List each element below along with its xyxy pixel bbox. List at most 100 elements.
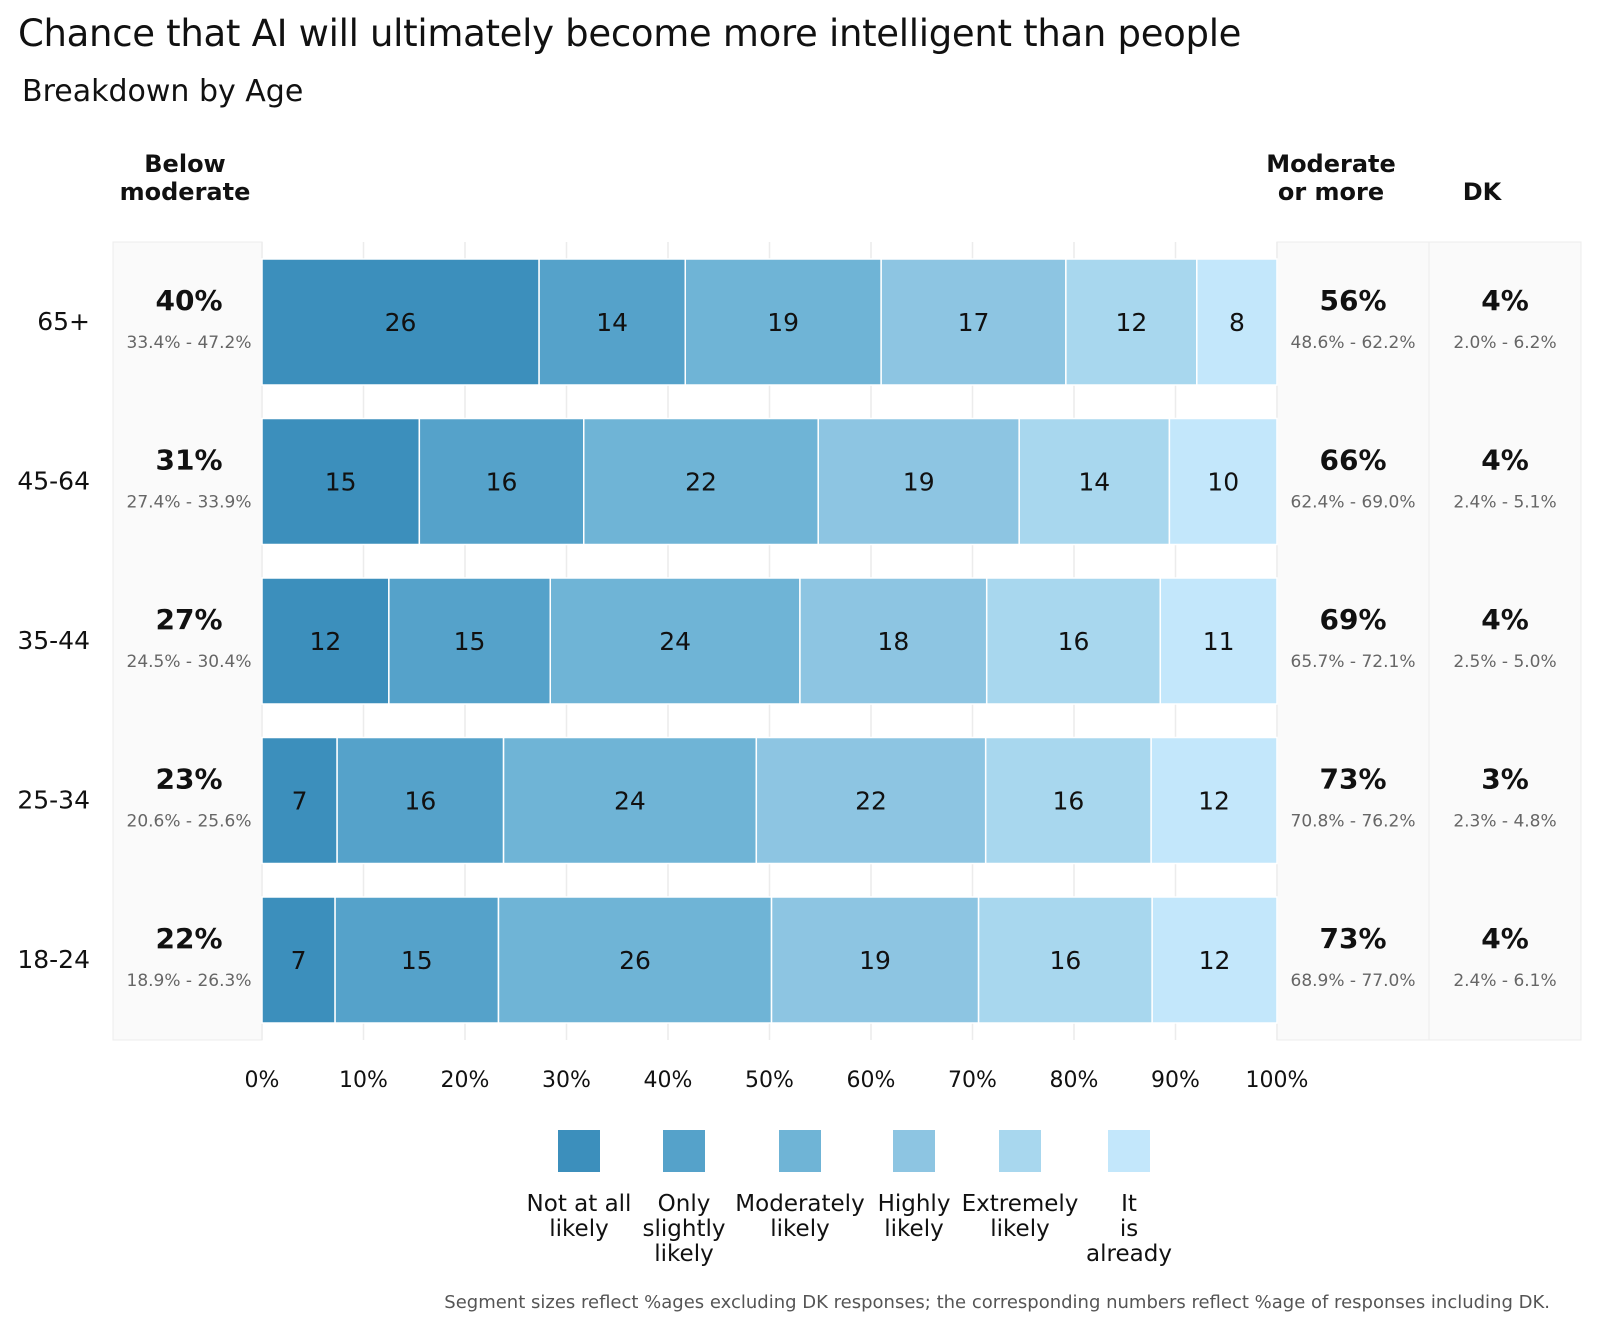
moderate-or-more-ci: 70.8% - 76.2% bbox=[1291, 812, 1416, 832]
below-moderate-value: 27% bbox=[155, 603, 222, 636]
dk-value: 4% bbox=[1481, 922, 1529, 955]
legend-swatch bbox=[999, 1130, 1041, 1172]
row-label: 35-44 bbox=[17, 626, 90, 655]
dk-ci: 2.3% - 4.8% bbox=[1453, 812, 1556, 832]
bar-segment bbox=[1150, 736, 1278, 865]
x-tick-label: 60% bbox=[847, 1068, 896, 1093]
moderate-or-more-value: 73% bbox=[1319, 922, 1386, 955]
segment-label: 10 bbox=[1207, 468, 1239, 497]
moderate-or-more-value: 69% bbox=[1319, 603, 1386, 636]
bar-segment bbox=[502, 736, 758, 865]
header-below-moderate: Below moderate bbox=[119, 150, 251, 206]
segment-label: 16 bbox=[486, 468, 518, 497]
dk-ci: 2.0% - 6.2% bbox=[1453, 333, 1556, 353]
panel-dk bbox=[1428, 241, 1582, 1041]
moderate-or-more-ci: 65.7% - 72.1% bbox=[1291, 652, 1416, 672]
stacked-bar-chart: 0% 10% 20% 30% 40% 50% 60% 70% 80% 90% 100% 65+ 26 14… bbox=[17, 241, 1582, 1093]
bar-segment bbox=[684, 258, 882, 386]
segment-label: 22 bbox=[855, 787, 887, 816]
bar-segment bbox=[817, 417, 1020, 546]
bar-segment bbox=[418, 417, 585, 546]
below-moderate-value: 22% bbox=[155, 922, 222, 955]
legend-item: Not at all likely bbox=[514, 1130, 644, 1242]
bar-segment bbox=[880, 258, 1067, 386]
bar-segment bbox=[1065, 258, 1198, 386]
segment-label: 16 bbox=[404, 787, 436, 816]
bar-segment bbox=[334, 896, 500, 1024]
segment-label: 16 bbox=[1049, 946, 1081, 975]
segment-label: 19 bbox=[767, 308, 799, 337]
legend-swatch bbox=[779, 1130, 821, 1172]
moderate-or-more-value: 56% bbox=[1319, 284, 1386, 317]
moderate-or-more-ci: 68.9% - 77.0% bbox=[1291, 971, 1416, 991]
segment-label: 12 bbox=[310, 627, 342, 656]
segment-label: 14 bbox=[1078, 468, 1110, 497]
bar-segment bbox=[1168, 417, 1278, 546]
dk-value: 4% bbox=[1481, 284, 1529, 317]
row-label: 45-64 bbox=[17, 467, 90, 496]
legend-item: It is already bbox=[1064, 1130, 1194, 1267]
below-moderate-ci: 27.4% - 33.9% bbox=[127, 493, 252, 513]
dk-ci: 2.5% - 5.0% bbox=[1453, 652, 1556, 672]
bar-segment bbox=[770, 896, 980, 1024]
below-moderate-ci: 24.5% - 30.4% bbox=[127, 652, 252, 672]
below-moderate-ci: 18.9% - 26.3% bbox=[127, 971, 252, 991]
dk-value: 3% bbox=[1481, 763, 1529, 796]
segment-label: 19 bbox=[859, 946, 891, 975]
moderate-or-more-ci: 62.4% - 69.0% bbox=[1291, 493, 1416, 513]
legend-item: Highly likely bbox=[849, 1130, 979, 1242]
moderate-or-more-ci: 48.6% - 62.2% bbox=[1291, 333, 1416, 353]
x-tick-label: 50% bbox=[745, 1068, 794, 1093]
segment-label: 24 bbox=[614, 787, 646, 816]
bar-segment bbox=[799, 577, 988, 705]
segment-label: 11 bbox=[1203, 627, 1235, 656]
legend-label: Only slightly likely bbox=[642, 1191, 726, 1267]
bar-segment bbox=[755, 736, 987, 865]
segment-label: 12 bbox=[1198, 787, 1230, 816]
segment-label: 24 bbox=[659, 627, 691, 656]
segment-label: 19 bbox=[903, 468, 935, 497]
chart-title: Chance that AI will ultimately become mo… bbox=[18, 12, 1242, 55]
legend-item: Extremely likely bbox=[955, 1130, 1085, 1242]
bar-segment bbox=[261, 258, 540, 386]
row-label: 65+ bbox=[37, 307, 90, 336]
legend-item: Moderately likely bbox=[735, 1130, 865, 1242]
segment-label: 16 bbox=[1053, 787, 1085, 816]
segment-label: 7 bbox=[291, 946, 307, 975]
bar-segment bbox=[538, 258, 687, 386]
row-label: 25-34 bbox=[17, 786, 90, 815]
bar-segment bbox=[261, 417, 421, 546]
below-moderate-value: 40% bbox=[155, 284, 222, 317]
bar-segment bbox=[1151, 896, 1278, 1024]
segment-label: 16 bbox=[1058, 627, 1090, 656]
x-tick-label: 40% bbox=[644, 1068, 693, 1093]
dk-value: 4% bbox=[1481, 444, 1529, 477]
dk-ci: 2.4% - 5.1% bbox=[1453, 493, 1556, 513]
x-tick-label: 90% bbox=[1151, 1068, 1200, 1093]
moderate-or-more-value: 66% bbox=[1319, 444, 1386, 477]
legend-label: It is already bbox=[1086, 1191, 1172, 1267]
panel-below-moderate bbox=[112, 241, 263, 1041]
legend: Not at all likely Only slightly likely Modera… bbox=[0, 1130, 1600, 1280]
x-tick-label: 20% bbox=[441, 1068, 490, 1093]
x-tick-label: 0% bbox=[245, 1068, 280, 1093]
x-tick-label: 100% bbox=[1246, 1068, 1309, 1093]
segment-label: 12 bbox=[1199, 946, 1231, 975]
bar-segment bbox=[1196, 258, 1278, 386]
legend-item: Only slightly likely bbox=[619, 1130, 749, 1267]
legend-swatch bbox=[558, 1130, 600, 1172]
legend-label: Extremely likely bbox=[961, 1191, 1079, 1242]
legend-swatch bbox=[893, 1130, 935, 1172]
segment-label: 15 bbox=[454, 627, 486, 656]
legend-swatch bbox=[663, 1130, 705, 1172]
legend-label: Highly likely bbox=[877, 1191, 951, 1242]
dk-ci: 2.4% - 6.1% bbox=[1453, 971, 1556, 991]
below-moderate-value: 31% bbox=[155, 444, 222, 477]
bar-segment bbox=[261, 896, 336, 1024]
legend-swatch bbox=[1108, 1130, 1150, 1172]
bar-segment bbox=[1159, 577, 1278, 705]
panel-moderate-or-more bbox=[1276, 241, 1430, 1041]
bar-segment bbox=[261, 577, 390, 705]
bar-segment bbox=[549, 577, 801, 705]
segment-label: 26 bbox=[385, 308, 417, 337]
